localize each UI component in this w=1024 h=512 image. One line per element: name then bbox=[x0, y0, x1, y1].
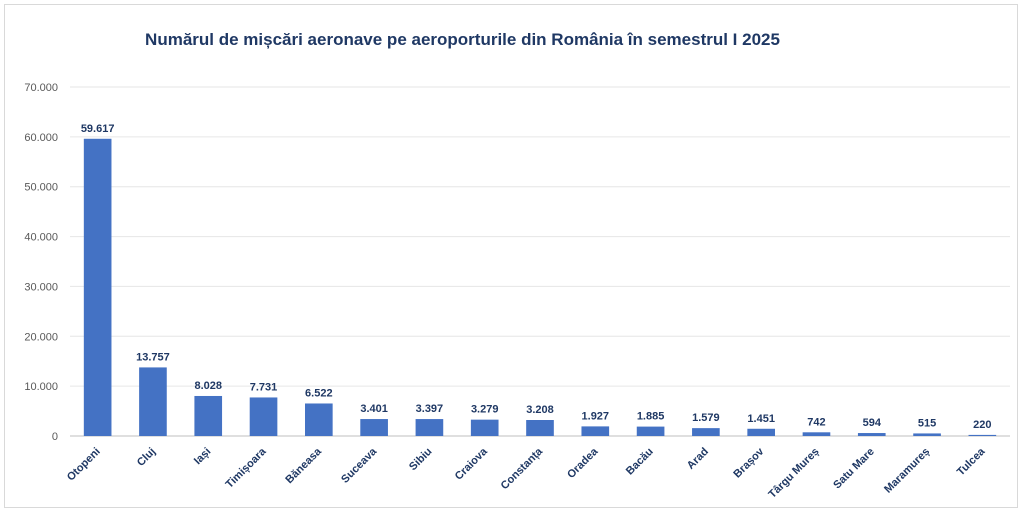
category-label: Bacău bbox=[624, 446, 656, 478]
data-label: 220 bbox=[973, 419, 991, 431]
data-label: 7.731 bbox=[250, 381, 278, 393]
category-label: Craiova bbox=[453, 445, 491, 483]
category-label: Maramureș bbox=[882, 446, 932, 496]
bar bbox=[470, 419, 499, 436]
y-tick-label: 40.000 bbox=[24, 232, 58, 244]
category-label: Târgu Mureș bbox=[766, 446, 821, 501]
y-tick-label: 70.000 bbox=[24, 82, 58, 94]
data-label: 1.885 bbox=[637, 411, 665, 423]
bar bbox=[194, 395, 223, 436]
y-axis: 0 10.000 20.000 30.000 40.000 50.000 60.000 70.… bbox=[24, 82, 58, 443]
bar bbox=[857, 433, 886, 436]
data-label: 1.579 bbox=[692, 412, 720, 424]
data-label: 742 bbox=[807, 416, 825, 428]
y-tick-label: 60.000 bbox=[24, 132, 58, 144]
bar bbox=[415, 419, 444, 436]
data-labels: 59.617 13.757 8.028 7.731 6.522 3.401 3.397 3.2… bbox=[81, 123, 992, 431]
bar bbox=[636, 426, 665, 436]
bar bbox=[913, 433, 941, 436]
data-label: 8.028 bbox=[194, 380, 222, 392]
gridlines bbox=[70, 86, 1010, 437]
bar bbox=[802, 432, 831, 436]
data-label: 1.927 bbox=[582, 410, 610, 422]
category-label: Satu Mare bbox=[831, 446, 877, 492]
category-label: Băneasa bbox=[283, 445, 324, 486]
data-label: 59.617 bbox=[81, 123, 115, 135]
data-label: 6.522 bbox=[305, 387, 333, 399]
category-label: Arad bbox=[685, 446, 711, 472]
y-tick-label: 30.000 bbox=[24, 281, 58, 293]
data-label: 594 bbox=[863, 417, 882, 429]
category-label: Suceava bbox=[339, 445, 380, 486]
category-label: Iași bbox=[192, 446, 213, 467]
category-label: Constanța bbox=[499, 445, 546, 492]
bar bbox=[692, 428, 720, 436]
category-label: Oradea bbox=[565, 445, 601, 481]
data-label: 3.279 bbox=[471, 404, 499, 416]
bar bbox=[305, 403, 333, 436]
x-axis: Otopeni Cluj Iași Timișoara Băneasa Suceava Si… bbox=[65, 445, 988, 501]
category-label: Cluj bbox=[135, 446, 158, 469]
bars bbox=[83, 138, 997, 437]
data-label: 3.401 bbox=[360, 403, 388, 415]
category-label: Sibiu bbox=[407, 446, 434, 473]
chart-title: Numărul de mișcări aeronave pe aeroportu… bbox=[145, 30, 780, 49]
bar bbox=[747, 428, 775, 436]
category-label: Otopeni bbox=[65, 446, 103, 484]
bar bbox=[968, 434, 997, 436]
chart-frame bbox=[4, 4, 1018, 508]
y-tick-label: 0 bbox=[52, 431, 58, 443]
data-label: 1.451 bbox=[747, 413, 775, 425]
bar bbox=[83, 138, 112, 437]
bar bbox=[581, 426, 610, 436]
bar bbox=[360, 419, 388, 436]
y-tick-label: 20.000 bbox=[24, 331, 58, 343]
category-label: Brașov bbox=[731, 445, 766, 480]
category-label: Timișoara bbox=[224, 445, 270, 491]
category-label: Tulcea bbox=[955, 445, 988, 478]
bar bbox=[139, 367, 167, 436]
data-label: 3.208 bbox=[526, 404, 554, 416]
y-tick-label: 50.000 bbox=[24, 182, 58, 194]
bar bbox=[526, 420, 554, 436]
bar bbox=[249, 397, 278, 436]
data-label: 515 bbox=[918, 417, 936, 429]
data-label: 3.397 bbox=[416, 403, 444, 415]
data-label: 13.757 bbox=[136, 351, 170, 363]
y-tick-label: 10.000 bbox=[24, 381, 58, 393]
